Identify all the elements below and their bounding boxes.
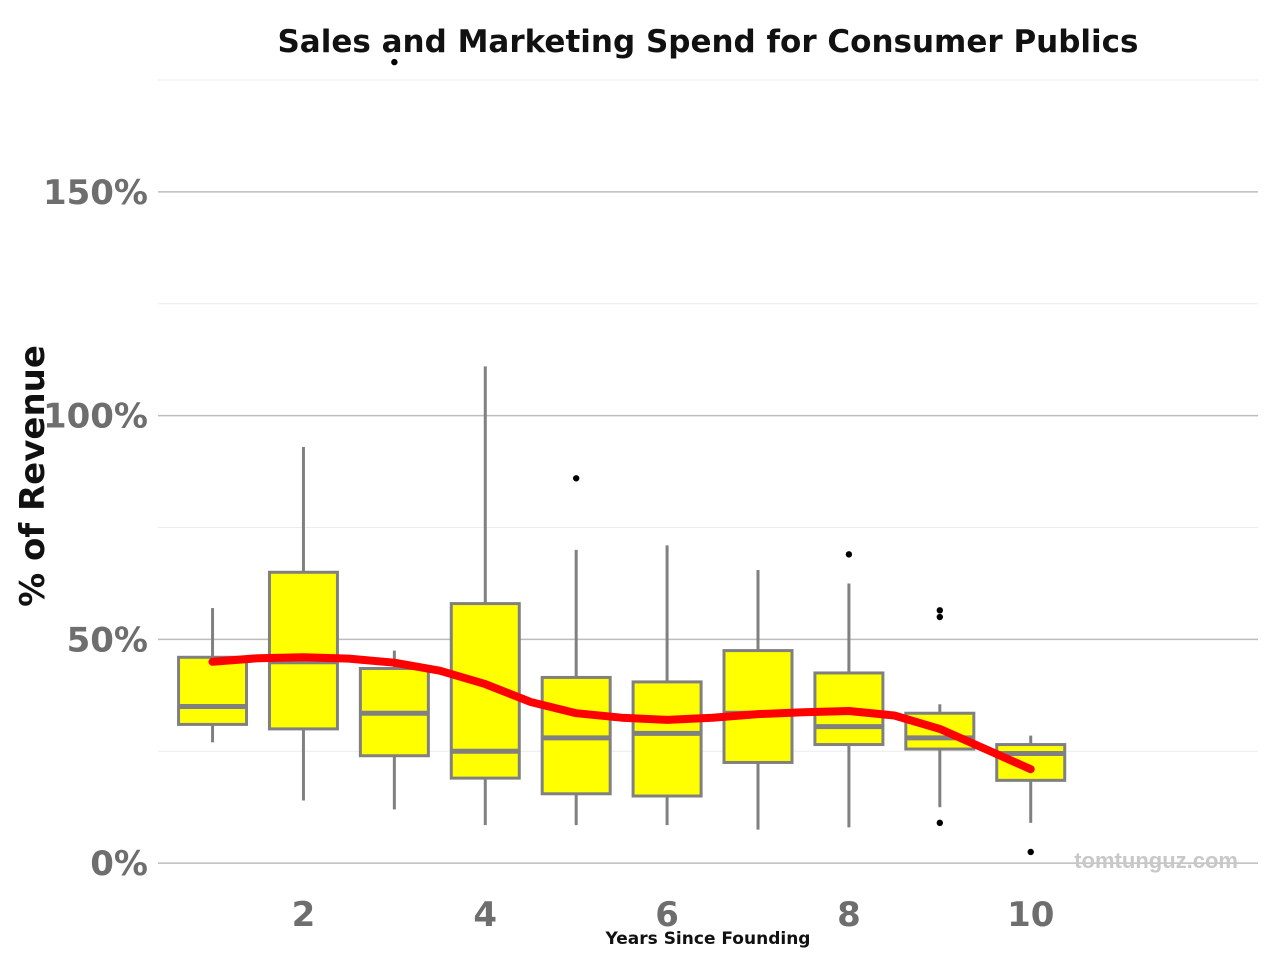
y-tick-label: 100% bbox=[43, 397, 148, 437]
gridlines bbox=[158, 79, 1258, 864]
outlier-point bbox=[1027, 848, 1034, 856]
outlier-point bbox=[936, 613, 944, 621]
box-iqr bbox=[267, 570, 339, 731]
box-year-6 bbox=[631, 545, 703, 826]
x-tick-label: 8 bbox=[837, 895, 861, 935]
outlier-point bbox=[845, 551, 853, 558]
box-year-3 bbox=[358, 58, 430, 810]
boxes bbox=[177, 58, 1067, 856]
x-axis-label: Years Since Founding bbox=[605, 929, 811, 949]
outlier-point bbox=[572, 475, 580, 482]
x-tick-label: 4 bbox=[473, 895, 497, 935]
x-tick-label: 6 bbox=[655, 895, 679, 935]
outlier-point bbox=[936, 607, 944, 614]
y-tick-label: 50% bbox=[67, 620, 148, 660]
y-axis-ticks: 0% 50% 100% 150% bbox=[43, 173, 148, 884]
x-axis-ticks: 2 4 6 8 10 bbox=[292, 895, 1055, 935]
box-year-2 bbox=[267, 446, 339, 801]
box-iqr bbox=[631, 680, 703, 798]
trend-line bbox=[208, 653, 1035, 774]
box-year-7 bbox=[722, 570, 794, 830]
watermark: tomtunguz.com bbox=[1074, 848, 1238, 873]
box-year-5 bbox=[540, 475, 612, 826]
y-tick-label: 0% bbox=[90, 844, 148, 884]
outlier-point bbox=[936, 819, 944, 827]
box-iqr bbox=[177, 655, 249, 726]
y-tick-label: 150% bbox=[43, 173, 148, 213]
x-tick-label: 2 bbox=[292, 895, 316, 935]
x-tick-label: 10 bbox=[1007, 895, 1054, 935]
box-year-8 bbox=[813, 551, 885, 828]
outlier-point bbox=[391, 58, 398, 66]
y-axis-label: % of Revenue bbox=[13, 345, 53, 607]
trend-line-group bbox=[208, 653, 1035, 774]
chart-title: Sales and Marketing Spend for Consumer P… bbox=[277, 24, 1138, 60]
box-year-4 bbox=[449, 366, 521, 826]
box-year-10 bbox=[995, 735, 1067, 856]
box-iqr bbox=[722, 649, 794, 764]
box-year-1 bbox=[177, 608, 249, 743]
